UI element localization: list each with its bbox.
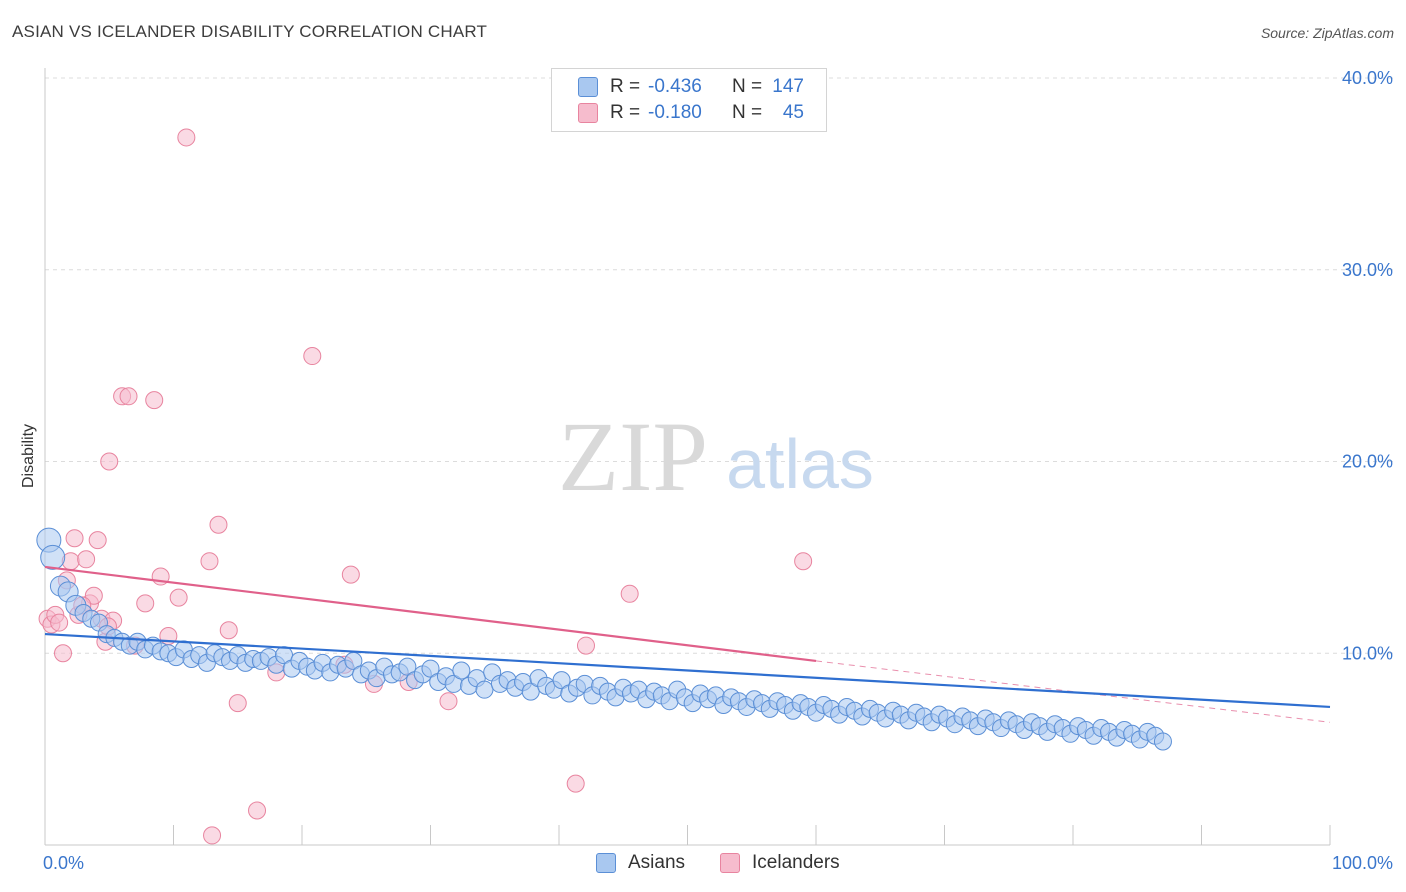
asians-point — [552, 671, 571, 690]
legend-item-asians: Asians — [596, 852, 685, 874]
asians-point — [475, 680, 494, 699]
icelanders-point — [566, 774, 585, 793]
grid-layer — [45, 77, 1393, 654]
icelanders-point — [439, 692, 458, 711]
icelanders-point — [145, 391, 164, 410]
icelanders-point — [303, 347, 322, 366]
icelanders-point — [88, 531, 107, 550]
y-tick-label: 20.0% — [1342, 452, 1393, 472]
asians-trend-line — [44, 632, 1331, 709]
icelanders-point — [341, 565, 360, 584]
asians-legend-label: Asians — [628, 852, 686, 873]
y-tick-label: 30.0% — [1342, 260, 1393, 280]
y-tick-label: 40.0% — [1342, 68, 1393, 88]
legend-n-label: N = — [732, 102, 763, 123]
chart-title: ASIAN VS ICELANDER DISABILITY CORRELATIO… — [12, 22, 488, 41]
asians-swatch — [578, 77, 598, 97]
icelanders-point — [576, 636, 595, 655]
asians-legend-swatch — [596, 853, 616, 873]
legend-n-value: 147 — [772, 76, 804, 97]
x-tick-label: 0.0% — [43, 853, 84, 873]
icelanders-point — [84, 586, 103, 605]
asians-point — [452, 661, 471, 680]
icelanders-legend-label: Icelanders — [752, 852, 840, 873]
icelanders-point — [100, 452, 119, 471]
x-tick-label: 100.0% — [1332, 853, 1393, 873]
icelanders-point — [169, 588, 188, 607]
legend-n-label: N = — [732, 76, 763, 97]
legend-r-label: R = — [610, 76, 641, 97]
correlation-legend: R = -0.436 N = 147 R = -0.180 N = 45 — [551, 68, 827, 132]
watermark: ZIP atlas — [558, 401, 874, 512]
legend-row-asians: R = -0.436 N = 147 — [578, 74, 804, 100]
watermark-atlas: atlas — [726, 425, 874, 503]
icelanders-point — [209, 515, 228, 534]
icelanders-point — [200, 552, 219, 571]
icelanders-point — [177, 128, 196, 147]
icelanders-legend-swatch — [720, 853, 740, 873]
asians-point — [421, 659, 440, 678]
icelanders-swatch — [578, 103, 598, 123]
y-tick-label: 10.0% — [1342, 643, 1393, 663]
asians-point — [40, 544, 66, 570]
legend-row-icelanders: R = -0.180 N = 45 — [578, 100, 804, 126]
series-legend: Asians Icelanders — [0, 852, 1406, 878]
legend-r-value: -0.436 — [648, 76, 702, 97]
points-layer — [36, 128, 1172, 845]
icelanders-trend-line — [44, 565, 817, 663]
icelanders-point — [136, 594, 155, 613]
source-label: Source: ZipAtlas.com — [1260, 25, 1394, 41]
legend-r-value: -0.180 — [648, 102, 702, 123]
icelanders-point — [53, 644, 72, 663]
legend-n-value: 45 — [782, 102, 804, 123]
watermark-zip: ZIP — [558, 401, 708, 512]
icelanders-point — [203, 826, 222, 845]
y-axis-label: Disability — [20, 424, 37, 488]
axes-layer — [44, 68, 1331, 846]
trend-layer — [44, 565, 1331, 723]
icelanders-point — [119, 387, 138, 406]
icelanders-point — [620, 584, 639, 603]
asians-point — [1153, 732, 1172, 751]
icelanders-point — [50, 613, 69, 632]
icelanders-point — [228, 694, 247, 713]
tick-label-layer: 10.0% 20.0% 30.0% 40.0% 0.0% 100.0% — [43, 68, 1393, 873]
legend-item-icelanders: Icelanders — [720, 852, 840, 874]
icelanders-point — [219, 621, 238, 640]
icelanders-point — [65, 529, 84, 548]
legend-r-label: R = — [610, 102, 641, 123]
icelanders-point — [794, 552, 813, 571]
icelanders-point — [248, 801, 267, 820]
asians-point — [398, 657, 417, 676]
icelanders-point — [77, 550, 96, 569]
